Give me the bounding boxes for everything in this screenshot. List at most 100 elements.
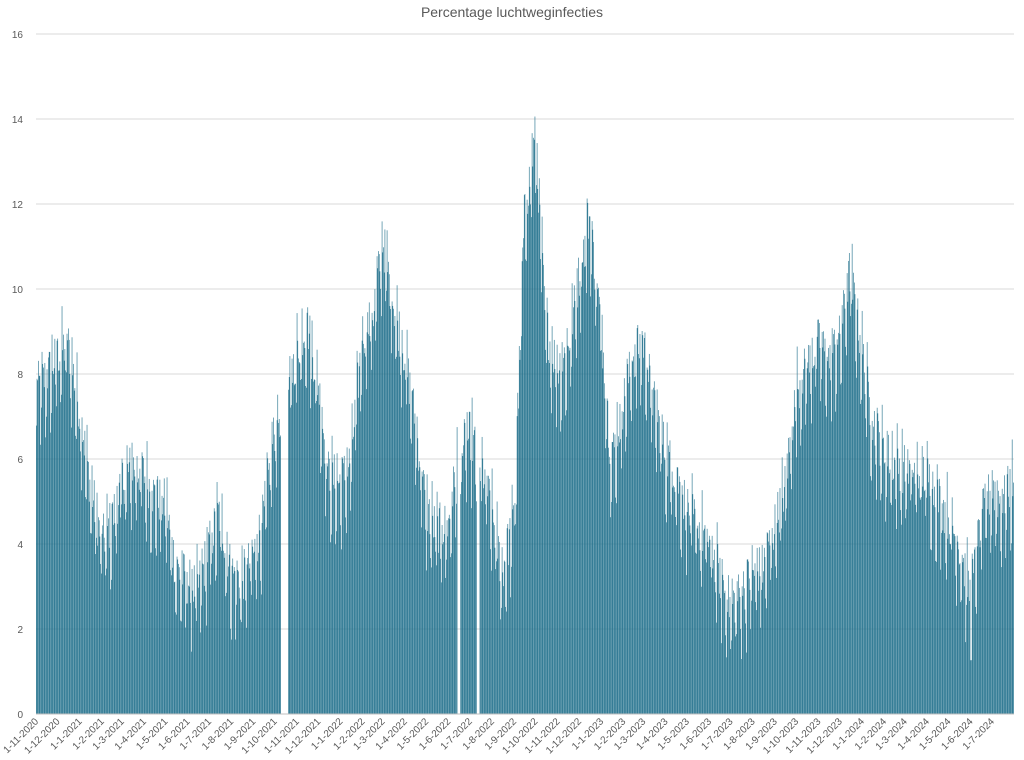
bar [161,495,163,714]
bar [630,410,631,714]
bar [341,457,343,714]
bar [322,428,324,714]
bar [226,531,228,714]
bar [797,389,799,714]
bar [230,628,231,714]
bar [143,458,144,714]
bar [172,567,174,714]
bar [185,627,186,714]
bar [523,238,524,714]
bar [491,468,493,714]
bar [462,456,464,714]
bar [765,598,766,714]
bar [169,529,171,714]
bar [906,473,908,714]
bar [501,607,502,714]
bar [133,469,135,714]
bar [656,389,658,714]
bar [911,494,912,714]
bar [998,490,999,714]
bar [53,368,55,714]
bar [808,372,810,714]
bar [656,472,657,714]
bar [473,435,474,714]
y-tick-label: 0 [17,710,23,721]
bar [636,408,637,714]
bar [366,389,367,714]
bar [86,499,87,714]
bar [242,581,244,714]
bar [983,488,984,714]
bar [483,488,484,714]
bar [463,419,465,714]
bar [216,482,218,714]
bar [505,606,506,714]
bar [116,485,118,714]
bar [422,476,424,714]
bar [907,449,909,714]
bar [344,480,346,714]
bar [298,362,300,714]
bar [881,493,882,714]
bar [360,411,361,714]
bar [612,442,614,714]
bar [594,289,596,714]
bar [839,333,841,714]
bar [841,382,842,714]
bar [533,139,535,714]
bar [746,652,747,714]
bar [809,345,811,714]
bar [553,372,554,714]
bar [838,315,840,714]
bar [846,355,847,714]
bar [585,266,586,714]
bar [308,349,309,714]
bar [69,373,71,714]
bar [147,489,149,714]
bar [271,507,272,714]
bar [268,463,270,714]
bar [633,377,635,714]
bar [321,466,322,714]
bar [362,316,364,714]
bar [234,571,236,714]
bar [518,408,519,714]
bar [392,305,394,714]
bar [305,385,306,714]
bar [812,368,814,714]
bar [647,369,649,714]
bar [976,613,977,714]
bar [586,198,588,714]
bar [811,337,813,714]
bar [151,552,152,714]
bar [942,530,944,714]
bar [68,339,70,714]
bar [62,350,64,714]
bar [349,463,351,714]
bar [642,335,644,714]
bar [582,262,584,714]
bar [966,604,967,714]
bar [939,486,941,714]
bar [36,425,37,714]
bar [143,483,145,714]
bar [292,382,294,714]
bar [748,578,750,714]
bar [767,533,769,714]
bar [944,502,946,714]
bar [790,473,792,714]
bar [291,405,292,714]
bar [888,434,889,714]
bar [697,525,699,714]
bar [924,489,926,714]
bar [546,362,547,714]
bar [414,413,416,714]
bar [391,353,392,714]
bar [358,366,360,714]
bar [861,310,863,714]
bar [411,443,412,714]
bar [992,498,994,714]
bar [745,623,746,714]
bar [1013,482,1014,714]
bar [661,414,663,714]
